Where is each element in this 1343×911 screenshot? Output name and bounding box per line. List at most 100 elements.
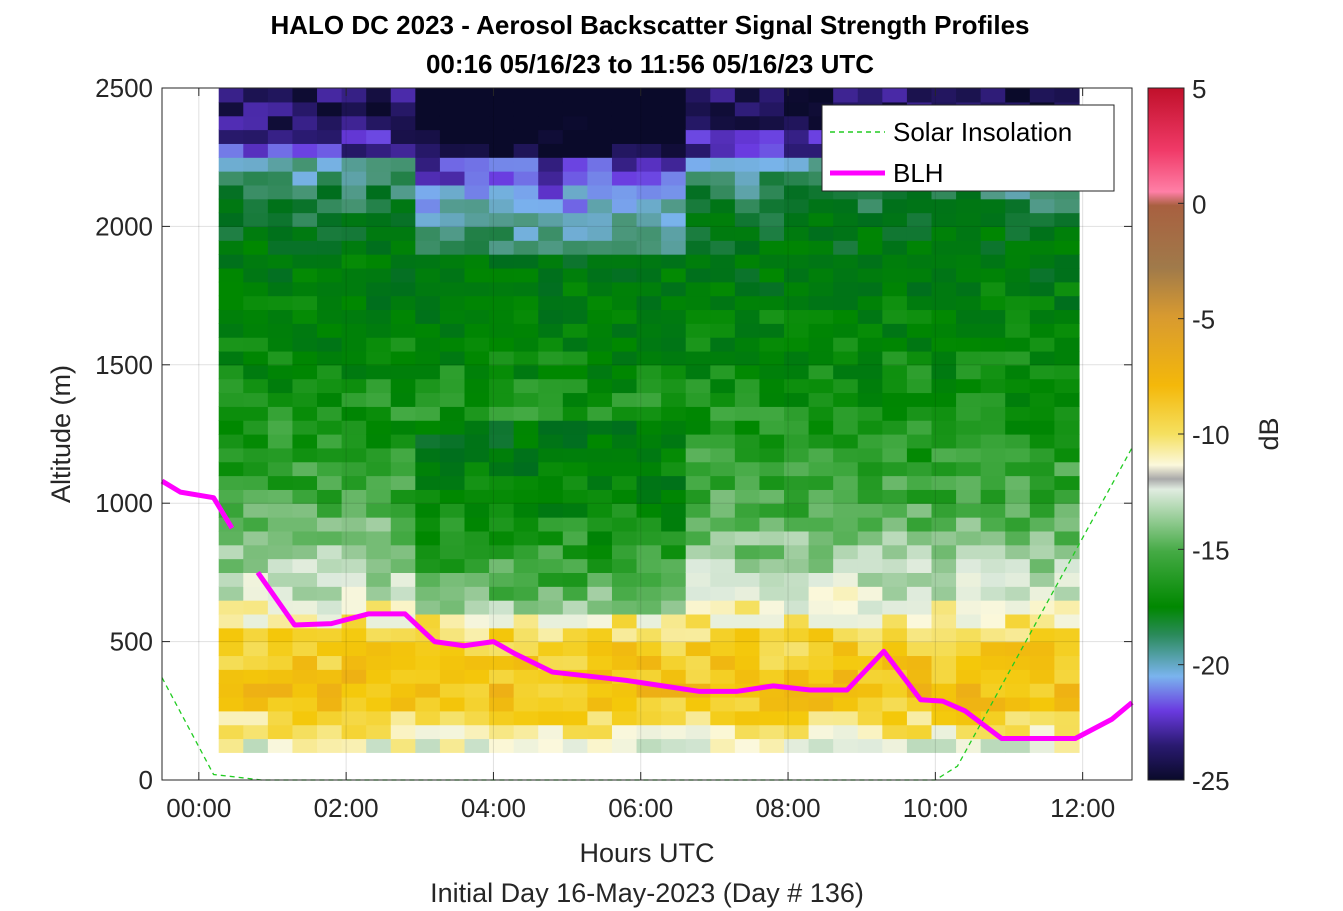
heatmap-cell [292, 171, 318, 186]
heatmap-cell [562, 461, 588, 477]
heatmap-cell [956, 600, 982, 615]
heatmap-cell [980, 434, 1006, 449]
colorbar-tick-label: -10 [1192, 420, 1230, 450]
heatmap-cell [341, 323, 367, 338]
heatmap-cell [292, 641, 318, 657]
heatmap-cell [292, 281, 318, 297]
heatmap-cell [267, 323, 294, 338]
heatmap-cell [759, 641, 785, 657]
heatmap-cell [464, 586, 490, 601]
heatmap-cell [513, 627, 539, 643]
heatmap-cell [243, 184, 269, 200]
heatmap-cell [562, 724, 588, 740]
heatmap-cell [784, 378, 810, 394]
heatmap-cell [390, 88, 416, 103]
heatmap-cell [1029, 586, 1055, 601]
heatmap-cell [366, 600, 392, 615]
heatmap-cell [439, 530, 466, 546]
heatmap-cell [1005, 295, 1031, 311]
heatmap-cell [390, 586, 416, 601]
heatmap-cell [415, 171, 441, 186]
heatmap-cell [292, 378, 318, 394]
heatmap-cell [906, 392, 933, 407]
heatmap-cell [734, 586, 761, 601]
heatmap-cell [415, 461, 441, 477]
heatmap-cell [464, 489, 490, 504]
heatmap-cell [366, 226, 392, 241]
heatmap-cell [439, 364, 466, 380]
heatmap-cell [218, 572, 244, 587]
heatmap-cell [587, 323, 613, 338]
heatmap-cell [685, 710, 711, 726]
heatmap-cell [292, 254, 318, 269]
heatmap-cell [341, 434, 367, 449]
heatmap-cell [587, 337, 613, 352]
heatmap-cell [439, 724, 466, 740]
heatmap-cell [636, 364, 662, 380]
heatmap-cell [415, 586, 441, 601]
heatmap-cell [390, 378, 416, 394]
heatmap-cell [464, 406, 490, 421]
heatmap-cell [390, 281, 416, 297]
heatmap-cell [464, 309, 490, 324]
heatmap-cell [931, 309, 957, 324]
heatmap-cell [808, 627, 834, 643]
heatmap-cell [341, 88, 367, 103]
heatmap-cell [1054, 544, 1080, 560]
heatmap-cell [1054, 655, 1080, 670]
heatmap-cell [956, 738, 982, 753]
heatmap-cell [661, 323, 687, 338]
heatmap-cell [931, 198, 957, 214]
heatmap-cell [857, 503, 883, 518]
heatmap-cell [562, 115, 588, 131]
heatmap-cell [956, 641, 982, 657]
heatmap-cell [956, 517, 982, 532]
heatmap-cell [366, 530, 392, 546]
heatmap-cell [341, 420, 367, 435]
heatmap-cell [538, 710, 564, 726]
heatmap-cell [1054, 586, 1080, 601]
heatmap-cell [1029, 710, 1055, 726]
heatmap-cell [759, 586, 785, 601]
heatmap-cell [611, 475, 638, 490]
heatmap-cell [439, 572, 466, 587]
heatmap-cell [808, 364, 834, 380]
heatmap-cell [489, 572, 515, 587]
heatmap-cell [587, 364, 613, 380]
heatmap-cell [390, 101, 416, 117]
heatmap-cell [218, 184, 244, 200]
heatmap-cell [980, 295, 1006, 311]
heatmap-cell [538, 544, 564, 560]
heatmap-cell [956, 240, 982, 255]
heatmap-cell [562, 420, 588, 435]
heatmap-cell [267, 461, 294, 477]
heatmap-cell [415, 129, 441, 144]
heatmap-cell [341, 240, 367, 255]
heatmap-cell [882, 710, 908, 726]
heatmap-cell [685, 157, 711, 172]
heatmap-cell [587, 267, 613, 283]
heatmap-cell [513, 600, 539, 615]
heatmap-cell [857, 434, 883, 449]
heatmap-cell [390, 171, 416, 186]
heatmap-cell [218, 586, 244, 601]
heatmap-cell [980, 489, 1006, 504]
heatmap-cell [292, 337, 318, 352]
heatmap-cell [317, 641, 343, 657]
heatmap-cell [390, 157, 416, 172]
heatmap-cell [464, 434, 490, 449]
heatmap-cell [611, 378, 638, 394]
heatmap-cell [636, 281, 662, 297]
heatmap-cell [317, 420, 343, 435]
heatmap-cell [587, 143, 613, 158]
heatmap-cell [685, 544, 711, 560]
heatmap-cell [292, 101, 318, 117]
heatmap-cell [366, 392, 392, 407]
heatmap-cell [513, 323, 539, 338]
heatmap-cell [1054, 530, 1080, 546]
heatmap-cell [931, 378, 957, 394]
heatmap-cell [366, 710, 392, 726]
heatmap-cell [808, 240, 834, 255]
heatmap-cell [562, 101, 588, 117]
heatmap-cell [366, 115, 392, 131]
